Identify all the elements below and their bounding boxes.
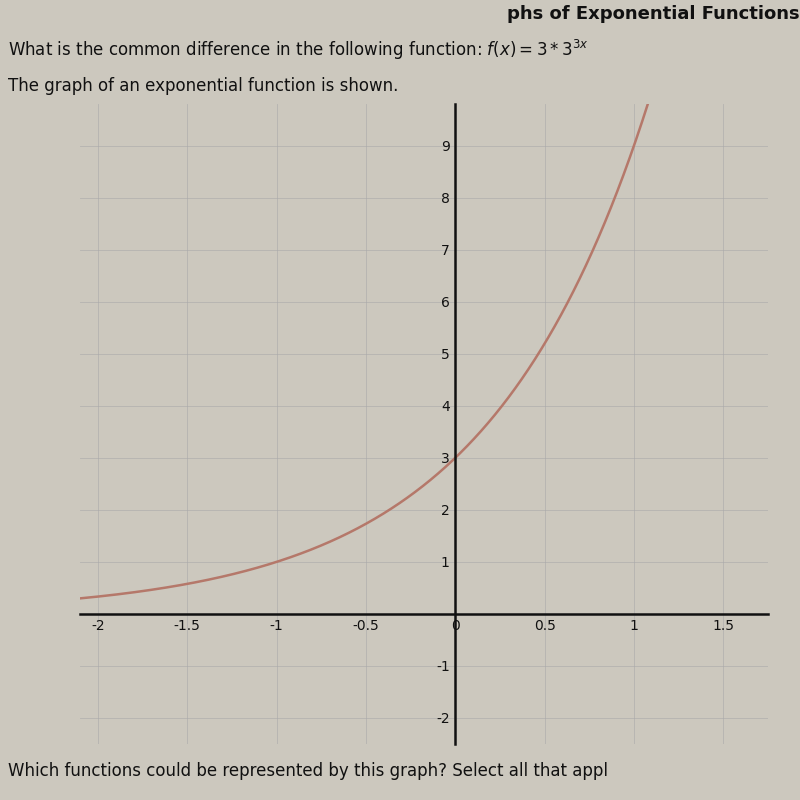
Text: Which functions could be represented by this graph? Select all that appl: Which functions could be represented by … bbox=[8, 762, 608, 779]
Text: What is the common difference in the following function: $f(x) = 3 * 3^{3x}$: What is the common difference in the fol… bbox=[8, 38, 589, 62]
Text: The graph of an exponential function is shown.: The graph of an exponential function is … bbox=[8, 77, 398, 94]
Text: phs of Exponential Functions: phs of Exponential Functions bbox=[507, 5, 800, 22]
